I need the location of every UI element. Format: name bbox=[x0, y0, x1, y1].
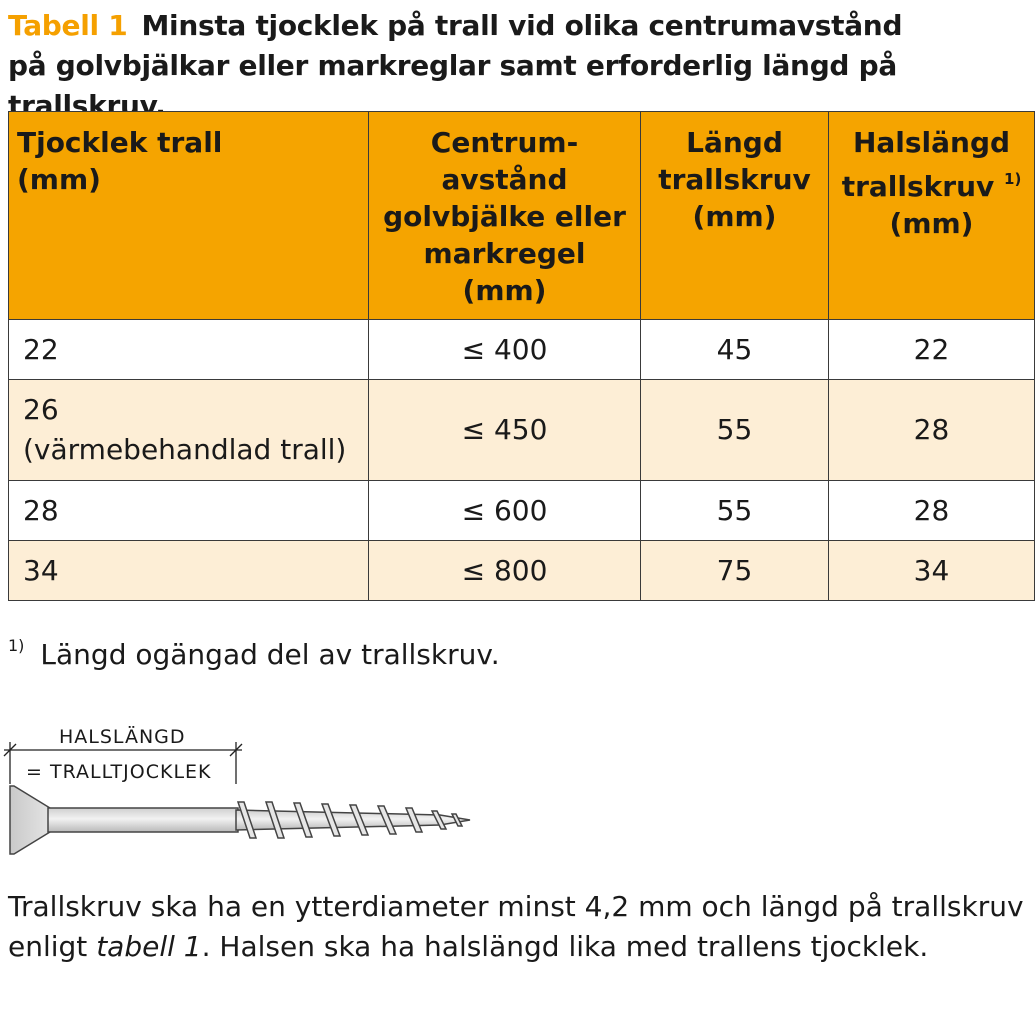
screw-drawing bbox=[3, 742, 471, 855]
header-length-line: trallskruv bbox=[658, 163, 811, 196]
screw-shank bbox=[47, 807, 239, 833]
neck-length-label: HALSLÄNGD bbox=[59, 726, 186, 748]
cell-spacing: ≤ 600 bbox=[368, 480, 641, 541]
deck-thickness-label: = TRALLTJOCKLEK bbox=[26, 761, 212, 783]
caption-line-1: Tabell 1 Minsta tjocklek på trall vid oli… bbox=[8, 6, 1028, 46]
header-spacing-line: Centrum- bbox=[430, 126, 579, 159]
header-spacing-line: markregel bbox=[423, 237, 586, 270]
cell-thickness: 26 (värmebehandlad trall) bbox=[8, 379, 369, 481]
header-spacing-line: avstånd bbox=[441, 163, 568, 196]
cell-neck-length: 28 bbox=[828, 480, 1035, 541]
cell-neck-length: 34 bbox=[828, 540, 1035, 601]
screw-head bbox=[9, 785, 51, 855]
table-row: 34 ≤ 800 75 34 bbox=[8, 540, 1035, 601]
body-text-part: . Halsen ska ha halslängd lika med trall… bbox=[201, 930, 929, 963]
cell-neck-length: 22 bbox=[828, 319, 1035, 380]
header-neck-line: Halslängd bbox=[852, 126, 1011, 159]
header-neck-unit: (mm) bbox=[889, 207, 974, 240]
caption-line-2: på golvbjälkar eller markreglar samt erf… bbox=[8, 49, 897, 122]
table-row: 28 ≤ 600 55 28 bbox=[8, 480, 1035, 541]
cell-thickness: 22 bbox=[8, 319, 369, 380]
cell-neck-length: 28 bbox=[828, 379, 1035, 481]
header-spacing-unit: (mm) bbox=[462, 274, 547, 307]
header-neck-length: Halslängd trallskruv 1) (mm) bbox=[828, 111, 1035, 320]
cell-screw-length: 75 bbox=[640, 540, 829, 601]
body-paragraph: Trallskruv ska ha en ytterdiameter minst… bbox=[8, 887, 1028, 967]
footnote-mark: 1) bbox=[8, 636, 25, 655]
header-neck-line: trallskruv 1) bbox=[837, 161, 1026, 205]
header-spacing: Centrum- avstånd golvbjälke eller markre… bbox=[368, 111, 641, 320]
table-caption: Tabell 1 Minsta tjocklek på trall vid oli… bbox=[8, 6, 1028, 126]
cell-thickness: 28 bbox=[8, 480, 369, 541]
header-neck-word: trallskruv bbox=[841, 170, 995, 203]
cell-screw-length: 45 bbox=[640, 319, 829, 380]
caption-title: Minsta tjocklek på trall vid olika centr… bbox=[141, 9, 903, 42]
cell-spacing: ≤ 400 bbox=[368, 319, 641, 380]
header-screw-length: Längd trallskruv (mm) bbox=[640, 111, 829, 320]
header-length-unit: (mm) bbox=[692, 200, 777, 233]
cell-thickness: 34 bbox=[8, 540, 369, 601]
header-thickness-line: Tjocklek trall bbox=[17, 126, 223, 159]
table-reference: tabell 1 bbox=[96, 930, 202, 963]
screw-table: Tjocklek trall (mm) Centrum- avstånd gol… bbox=[8, 111, 1035, 601]
header-length-line: Längd bbox=[686, 126, 783, 159]
cell-spacing: ≤ 450 bbox=[368, 379, 641, 481]
table-footnote: 1) Längd ogängad del av trallskruv. bbox=[8, 626, 500, 675]
table-header-row: Tjocklek trall (mm) Centrum- avstånd gol… bbox=[8, 111, 1035, 320]
cell-screw-length: 55 bbox=[640, 379, 829, 481]
screw-illustration: HALSLÄNGD = TRALLTJOCKLEK bbox=[0, 720, 520, 870]
footnote-reference: 1) bbox=[1004, 170, 1022, 188]
table-row: 22 ≤ 400 45 22 bbox=[8, 319, 1035, 380]
table-number: Tabell 1 bbox=[8, 9, 128, 42]
footnote-text: Längd ogängad del av trallskruv. bbox=[40, 638, 500, 671]
screw-threads bbox=[236, 801, 464, 839]
cell-spacing: ≤ 800 bbox=[368, 540, 641, 601]
header-spacing-line: golvbjälke eller bbox=[383, 200, 626, 233]
body-text-part: Trallskruv ska ha en ytterdiameter minst… bbox=[8, 890, 1024, 963]
cell-thickness-value: 26 bbox=[23, 393, 59, 426]
header-thickness-unit: (mm) bbox=[17, 163, 101, 196]
dimension-line bbox=[3, 742, 243, 784]
cell-thickness-note: (värmebehandlad trall) bbox=[23, 433, 347, 466]
cell-screw-length: 55 bbox=[640, 480, 829, 541]
header-thickness: Tjocklek trall (mm) bbox=[8, 111, 369, 320]
table-row: 26 (värmebehandlad trall) ≤ 450 55 28 bbox=[8, 379, 1035, 481]
